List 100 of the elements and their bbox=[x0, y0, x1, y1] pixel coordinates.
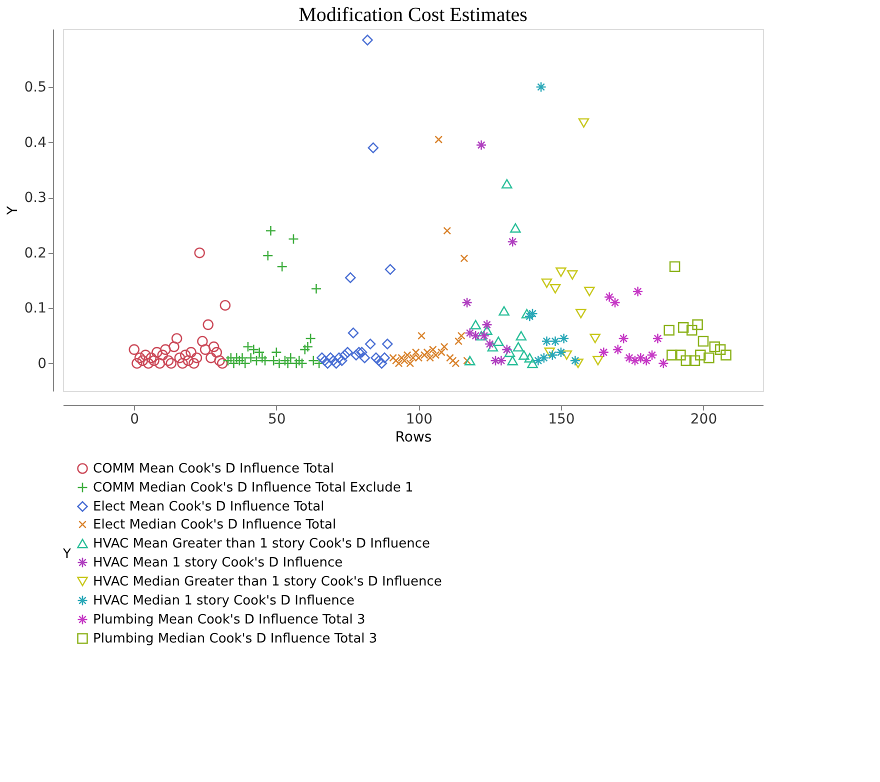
point bbox=[440, 342, 448, 351]
point bbox=[382, 338, 393, 350]
point bbox=[561, 350, 572, 360]
point bbox=[364, 338, 376, 350]
point bbox=[498, 306, 510, 316]
point bbox=[362, 34, 373, 46]
point bbox=[359, 352, 370, 364]
point bbox=[206, 352, 216, 364]
point bbox=[316, 352, 328, 364]
point bbox=[356, 346, 368, 358]
point bbox=[462, 297, 472, 308]
point bbox=[692, 319, 703, 330]
point bbox=[521, 308, 532, 318]
point bbox=[714, 344, 726, 355]
point bbox=[550, 284, 561, 294]
point bbox=[502, 178, 512, 189]
point bbox=[510, 223, 521, 233]
point bbox=[664, 324, 674, 336]
point bbox=[140, 350, 151, 360]
x-tick-label: 200 bbox=[690, 412, 718, 428]
point bbox=[128, 344, 140, 355]
point bbox=[698, 336, 709, 347]
point bbox=[194, 247, 205, 258]
point bbox=[527, 358, 538, 368]
legend-label: HVAC Mean 1 story Cook's D Influence bbox=[93, 556, 343, 570]
point bbox=[216, 358, 228, 369]
point bbox=[470, 330, 481, 342]
point bbox=[168, 341, 180, 352]
point bbox=[152, 346, 162, 358]
y-tick-label: 0.2 bbox=[24, 245, 46, 262]
point bbox=[476, 330, 487, 340]
y-tick-label: 0.3 bbox=[24, 190, 46, 206]
point bbox=[282, 358, 294, 369]
legend-label: Plumbing Mean Cook's D Influence Total 3 bbox=[93, 612, 366, 628]
y-axis-title: Y bbox=[5, 206, 22, 216]
point bbox=[527, 308, 538, 320]
point bbox=[339, 350, 350, 360]
y-tick-label: 0 bbox=[38, 356, 46, 372]
point bbox=[330, 358, 342, 369]
point bbox=[191, 352, 202, 364]
point bbox=[276, 261, 288, 272]
point bbox=[507, 356, 518, 366]
point bbox=[566, 270, 578, 280]
point bbox=[669, 261, 680, 272]
point bbox=[345, 272, 356, 284]
point bbox=[202, 319, 214, 330]
point bbox=[280, 355, 290, 366]
chart-title: Modification Cost Estimates bbox=[298, 4, 528, 26]
point bbox=[132, 358, 142, 369]
point bbox=[322, 358, 334, 369]
point bbox=[575, 308, 586, 318]
point bbox=[354, 346, 364, 358]
point bbox=[137, 355, 148, 366]
point bbox=[342, 346, 353, 358]
point bbox=[211, 346, 222, 358]
point bbox=[686, 324, 698, 336]
legend-label: HVAC Median Greater than 1 story Cook's D Influence bbox=[93, 574, 442, 590]
point bbox=[265, 225, 276, 236]
point bbox=[704, 352, 714, 364]
point bbox=[180, 350, 191, 360]
point bbox=[325, 352, 336, 364]
point bbox=[675, 350, 686, 360]
point bbox=[612, 344, 624, 355]
point bbox=[171, 333, 182, 344]
point bbox=[709, 341, 720, 352]
point bbox=[478, 330, 490, 342]
point bbox=[590, 334, 601, 344]
point bbox=[556, 267, 566, 277]
point bbox=[572, 358, 584, 368]
point bbox=[350, 350, 362, 360]
point bbox=[578, 118, 590, 128]
point bbox=[214, 355, 225, 366]
point bbox=[496, 355, 507, 366]
point bbox=[446, 354, 454, 362]
point bbox=[188, 358, 200, 369]
point bbox=[695, 350, 706, 360]
y-tick-label: 0.1 bbox=[24, 300, 46, 317]
point bbox=[584, 286, 595, 296]
x-tick-label: 100 bbox=[406, 412, 433, 428]
point bbox=[490, 355, 501, 366]
x-axis-title: Rows bbox=[395, 430, 432, 446]
point bbox=[418, 332, 426, 340]
point bbox=[652, 333, 664, 344]
point bbox=[154, 358, 166, 369]
point bbox=[260, 355, 270, 366]
point bbox=[482, 325, 492, 335]
point bbox=[460, 254, 468, 262]
point bbox=[288, 234, 299, 244]
point bbox=[470, 320, 481, 330]
point bbox=[720, 350, 732, 360]
point bbox=[177, 358, 188, 369]
point bbox=[604, 292, 615, 302]
x-tick-label: 50 bbox=[268, 412, 286, 428]
x-tick-label: 150 bbox=[548, 412, 575, 428]
legend-label: COMM Median Cook's D Influence Total Exclude 1 bbox=[93, 480, 414, 496]
point bbox=[610, 297, 620, 308]
point bbox=[476, 140, 487, 150]
point bbox=[680, 355, 692, 366]
point bbox=[434, 136, 443, 144]
point bbox=[689, 355, 700, 366]
